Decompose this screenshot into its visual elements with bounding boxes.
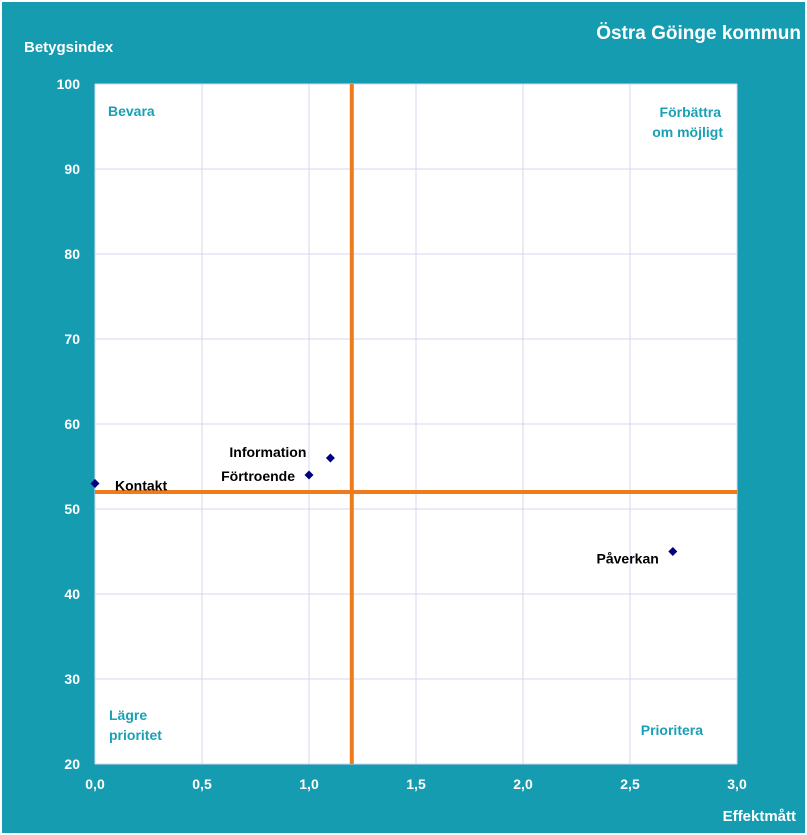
reference-lines	[95, 84, 737, 764]
data-point-label: Påverkan	[597, 551, 659, 567]
data-point-marker	[304, 470, 314, 480]
y-tick-label: 90	[64, 161, 80, 177]
quadrant-label-prioritet: prioritet	[109, 727, 162, 743]
y-tick-label: 80	[64, 246, 80, 262]
x-tick-label: 0,0	[85, 776, 105, 792]
x-tick-label: 0,5	[192, 776, 212, 792]
quadrant-label-lagre: Lägre	[109, 707, 147, 723]
y-tick-label: 20	[64, 756, 80, 772]
x-tick-label: 2,5	[620, 776, 640, 792]
x-tick-label: 1,0	[299, 776, 319, 792]
data-point-label: Förtroende	[221, 468, 295, 484]
x-tick-labels: 0,0 0,5 1,0 1,5 2,0 2,5 3,0	[85, 776, 747, 792]
data-point-marker	[668, 547, 678, 556]
y-tick-label: 70	[64, 331, 80, 347]
y-axis-label: Betygsindex	[24, 39, 114, 56]
y-tick-label: 60	[64, 416, 80, 432]
grid-lines	[94, 83, 738, 765]
data-point-marker	[90, 479, 100, 488]
data-point-label: Kontakt	[115, 478, 167, 494]
y-tick-label: 100	[57, 76, 81, 92]
chart-title: Östra Göinge kommun	[596, 23, 801, 44]
x-tick-label: 2,0	[513, 776, 533, 792]
x-axis-label: Effektmått	[723, 808, 796, 825]
x-tick-label: 1,5	[406, 776, 426, 792]
quadrant-label-bevara: Bevara	[108, 103, 155, 119]
data-point-label: Information	[229, 444, 306, 460]
y-tick-label: 50	[64, 501, 80, 517]
quadrant-label-prioritera: Prioritera	[641, 722, 703, 738]
quadrant-label-om-mojligt: om möjligt	[652, 124, 723, 140]
y-tick-label: 40	[64, 586, 80, 602]
quadrant-label-forbattra: Förbättra	[660, 104, 722, 120]
x-tick-label: 3,0	[727, 776, 747, 792]
y-tick-labels: 20 30 40 50 60 70 80 90 100	[57, 76, 81, 772]
data-points: Kontakt Information Förtroende Påverkan	[90, 444, 678, 567]
data-point-marker	[325, 453, 335, 463]
y-tick-label: 30	[64, 671, 80, 687]
